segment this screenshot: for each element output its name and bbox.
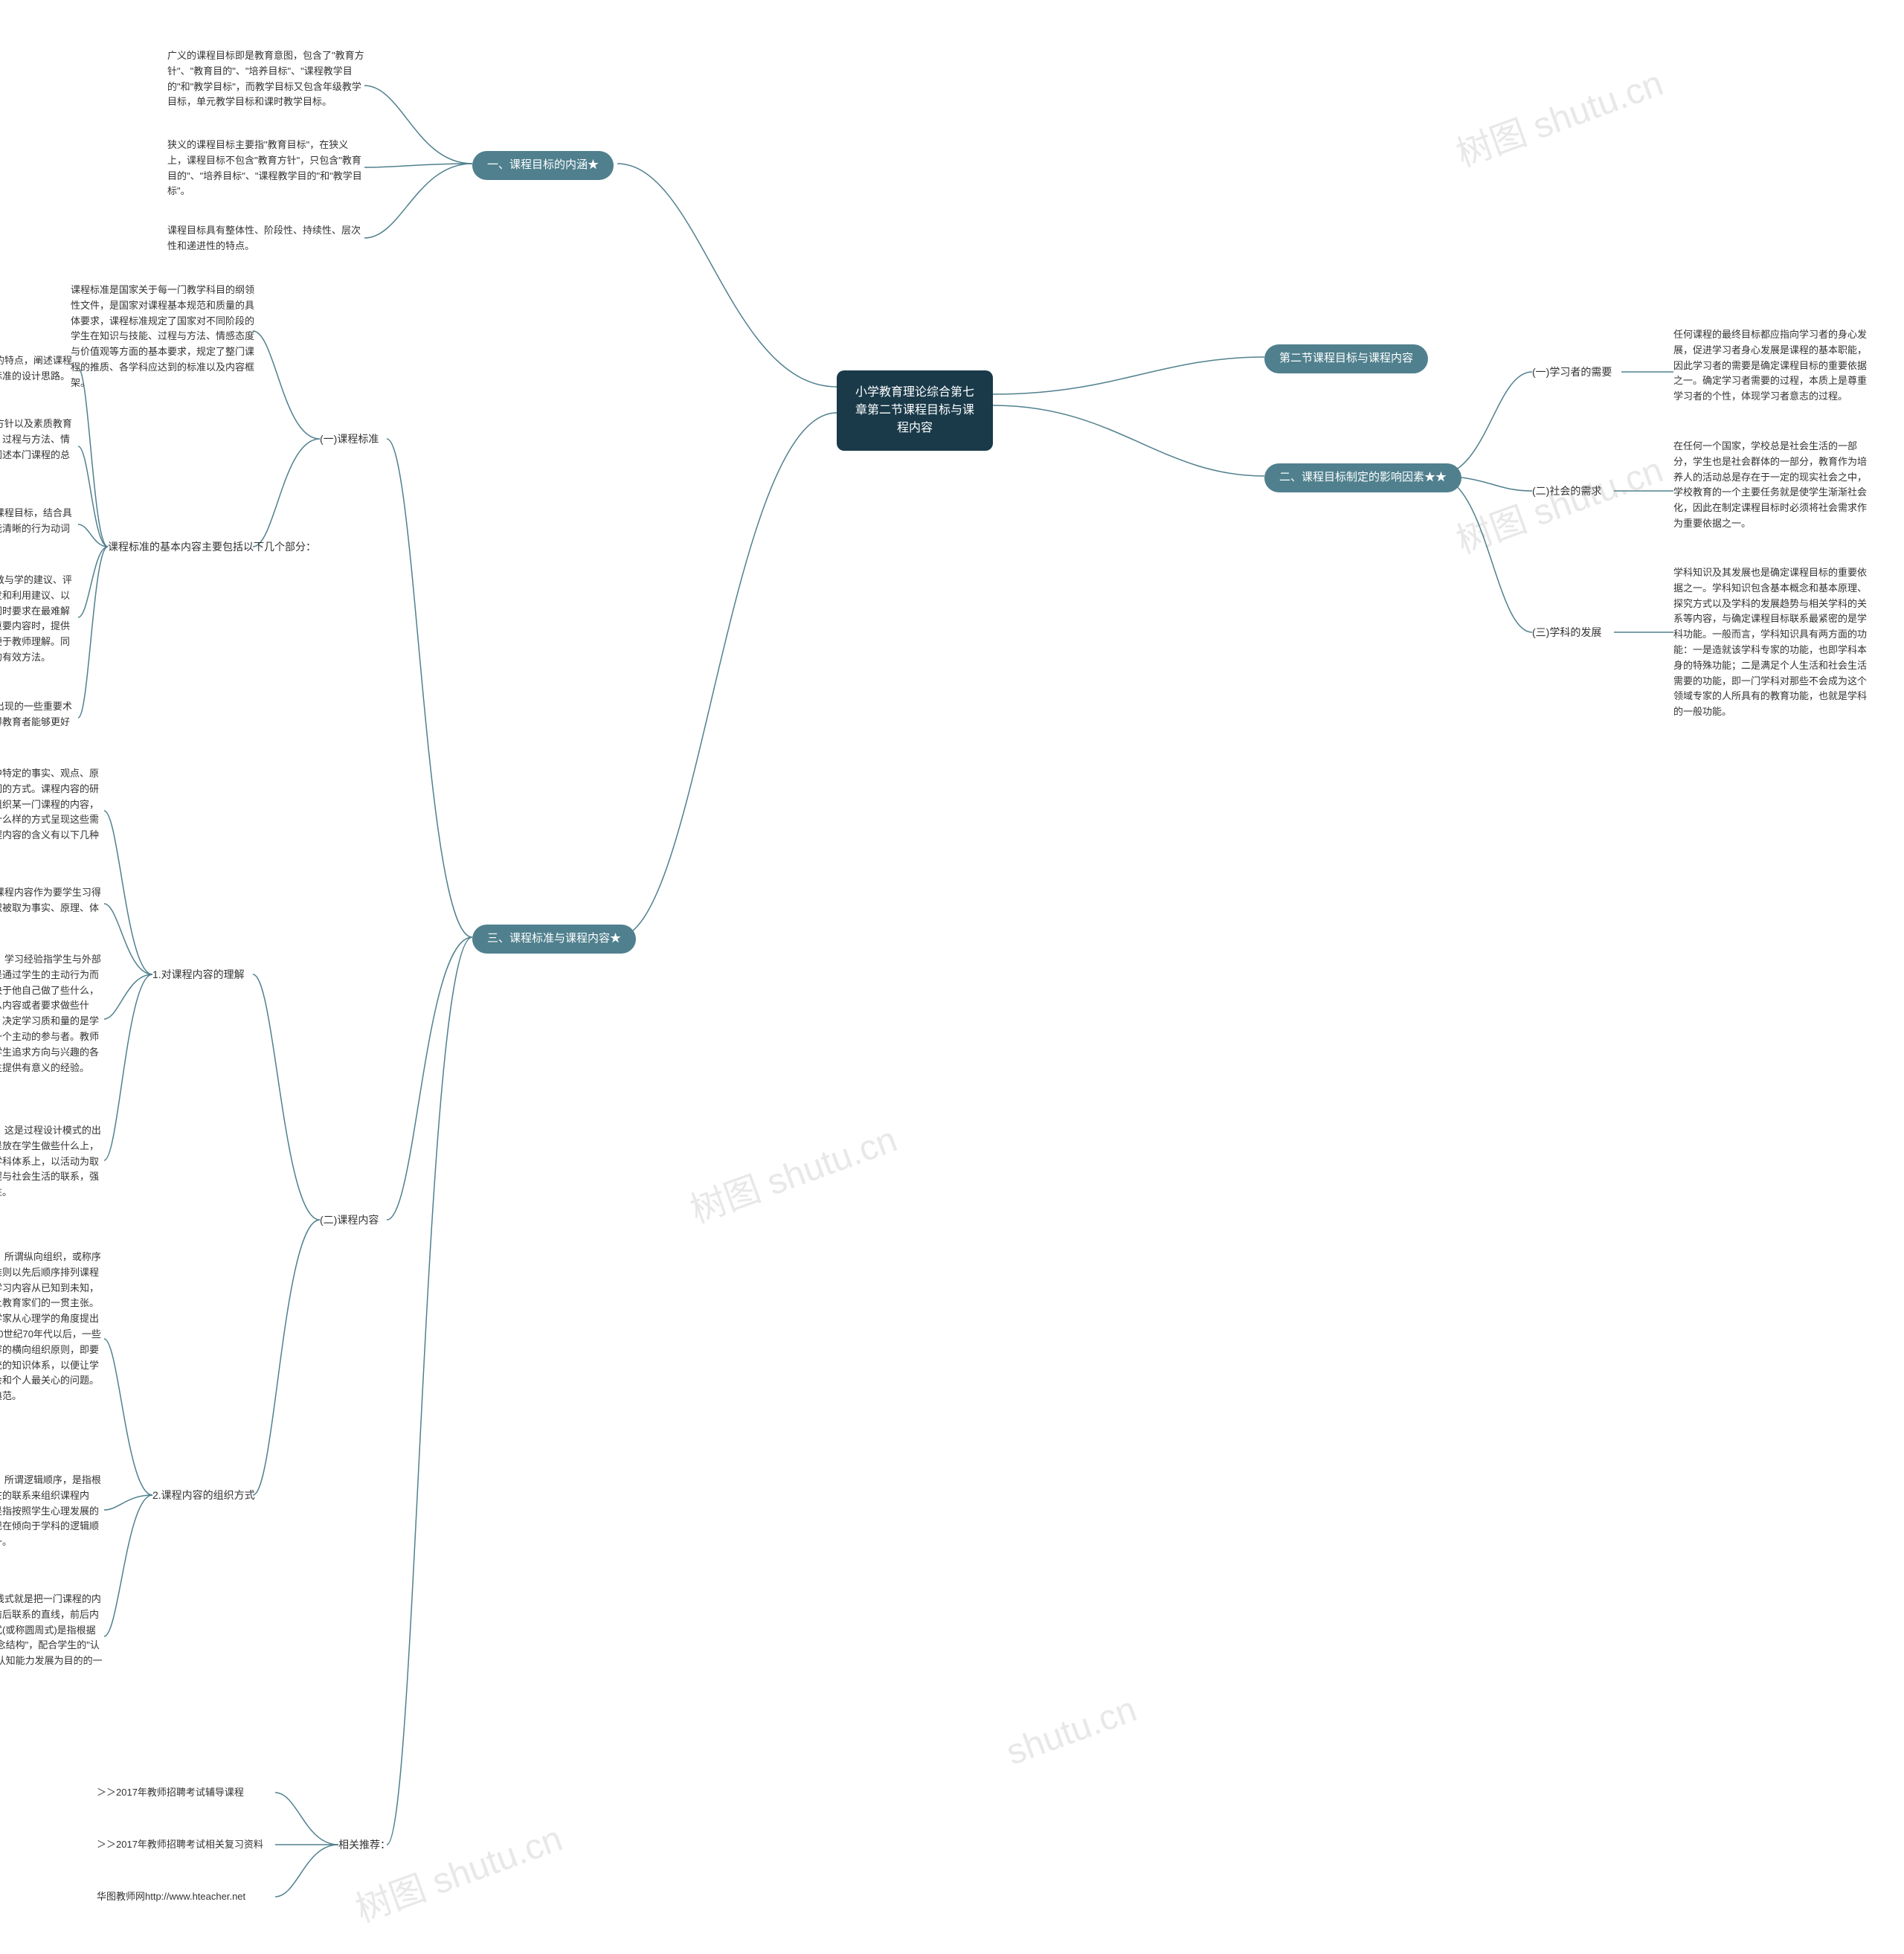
branch-connotation[interactable]: 一、课程目标的内涵★ — [472, 151, 614, 180]
sub-standard-parts-label: 课程标准的基本内容主要包括以下几个部分： — [108, 539, 316, 555]
leaf-b1-2: 狭义的课程目标主要指"教育目标"，在狭义上，课程目标不包含"教育方针"，只包含"… — [167, 138, 364, 199]
leaf-content-top: 课程内容是指各门学科中特定的事实、观点、原理和问题，以及处理它们的方式。课程内容… — [0, 766, 104, 859]
sub-course-content[interactable]: (二)课程内容 — [320, 1212, 379, 1228]
leaf-standard-desc: 课程标准是国家关于每一门教学科目的纲领性文件，是国家对课程基本规范和质量的具体要… — [71, 283, 257, 391]
sub-content-organization[interactable]: 2.课程内容的组织方式 — [152, 1488, 255, 1503]
leaf-standard-i2: (2)课程目标。按照教育方针以及素质教育的要求，从知识与技能、过程与方法、情感态… — [0, 417, 78, 478]
leaf-org-i1: (1)纵向组织与横向组织。所谓纵向组织，或称序列组织，就是按照某些准则以先后顺序… — [0, 1250, 104, 1404]
sub-content-understanding[interactable]: 1.对课程内容的理解 — [152, 967, 245, 983]
leaf-content-i1: (1)课程内容即教材，将课程内容作为要学生习得的知识来对待，这些知识被取为事实、… — [0, 885, 104, 931]
watermark: 树图 shutu.cn — [347, 1809, 568, 1932]
leaf-rel-2[interactable]: ＞＞2017年教师招聘考试相关复习资料 — [97, 1837, 275, 1853]
leaf-subject-dev-text: 学科知识及其发展也是确定课程目标的重要依据之一。学科知识包含基本概念和基本原理、… — [1673, 565, 1874, 720]
branch-section-header[interactable]: 第二节课程目标与课程内容 — [1264, 344, 1428, 373]
watermark: 树图 shutu.cn — [1448, 440, 1669, 563]
leaf-content-i2: (2)课程内容即学习经验。学习经验指学生与外部环境的相互作用。学习是通过学生的主… — [0, 952, 104, 1076]
branch-factors[interactable]: 二、课程目标制定的影响因素★★ — [1264, 463, 1461, 492]
sub-society-needs[interactable]: (二)社会的需求 — [1532, 483, 1601, 499]
sub-course-standard[interactable]: (一)课程标准 — [320, 431, 379, 447]
sub-subject-dev[interactable]: (三)学科的发展 — [1532, 625, 1601, 640]
leaf-standard-i1: (1)前言。结合本门课程的特点，阐述课程改革的背景、理念与本标准的设计思路。 — [0, 353, 78, 385]
watermark: 树图 shutu.cn — [682, 1110, 903, 1233]
leaf-learner-needs-text: 任何课程的最终目标都应指向学习者的身心发展，促进学习者身心发展是课程的基本职能，… — [1673, 327, 1874, 405]
leaf-standard-i4: (4)实施建议。主要包括教与学的建议、评价建议、课程资源的开发和利用建议、以及教… — [0, 573, 78, 666]
leaf-standard-i5: (5)术语解释。对标准中出现的一些重要术语进行解释与说明，使得教育者能够更好地理… — [0, 699, 78, 745]
leaf-content-i3: (3)课程内容即学习活动。这是过程设计模式的出发点，这种取向的重点是放在学生做些… — [0, 1123, 104, 1201]
sub-learner-needs[interactable]: (一)学习者的需要 — [1532, 364, 1612, 380]
leaf-society-needs-text: 在任何一个国家，学校总是社会生活的一部分，学生也是社会群体的一部分，教育作为培养… — [1673, 439, 1874, 532]
leaf-org-i3: (3)直线式与螺旋式。直线式就是把一门课程的内容组织成一条在逻辑上前后联系的直线… — [0, 1592, 104, 1685]
leaf-standard-i3: (3)内容标准。根据上述课程目标，结合具体的课程内容，用尽可能清晰的行为动词来阐… — [0, 506, 78, 552]
leaf-rel-3[interactable]: 华图教师网http://www.hteacher.net — [97, 1889, 275, 1905]
sub-related-recommend[interactable]: 相关推荐： — [338, 1837, 390, 1853]
mindmap-edges — [0, 0, 1904, 1954]
watermark: shutu.cn — [1001, 1689, 1142, 1774]
leaf-rel-1[interactable]: ＞＞2017年教师招聘考试辅导课程 — [97, 1785, 275, 1801]
leaf-b1-1: 广义的课程目标即是教育意图，包含了"教育方针"、"教育目的"、"培养目标"、"课… — [167, 48, 364, 110]
branch-standards-content[interactable]: 三、课程标准与课程内容★ — [472, 925, 636, 954]
leaf-org-i2: (2)逻辑顺序与心理顺序。所谓逻辑顺序，是指根据学科本身的系统和内在的联系来组织… — [0, 1473, 104, 1550]
root-node[interactable]: 小学教育理论综合第七章第二节课程目标与课程内容 — [837, 370, 993, 451]
leaf-b1-3: 课程目标具有整体性、阶段性、持续性、层次性和递进性的特点。 — [167, 223, 364, 254]
watermark: 树图 shutu.cn — [1448, 54, 1669, 176]
